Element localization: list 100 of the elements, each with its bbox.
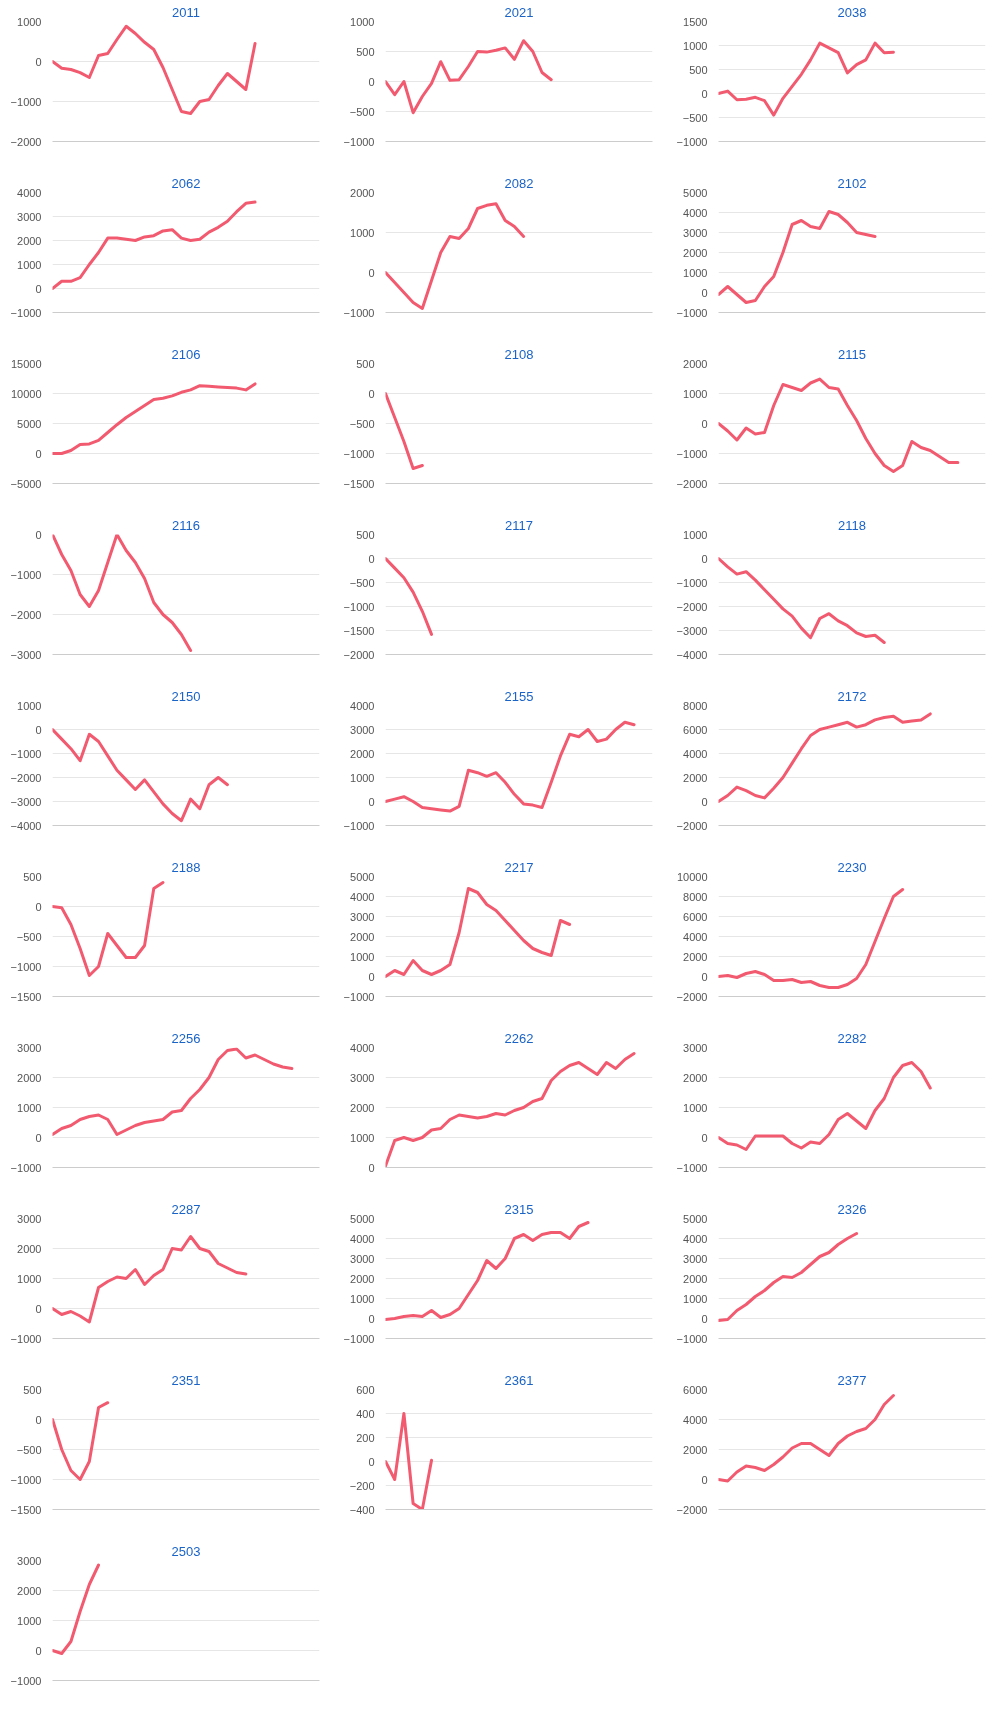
y-tick-label: 1000 xyxy=(683,39,708,52)
chart-title: 2118 xyxy=(838,517,866,533)
y-tick-label: −1000 xyxy=(343,306,375,319)
y-tick-label: −2000 xyxy=(10,135,42,148)
y-tick-label: 0 xyxy=(701,1131,708,1144)
line-series xyxy=(718,210,877,304)
line-series xyxy=(718,1232,859,1322)
y-tick-label: −500 xyxy=(16,1443,42,1456)
y-tick-label: 1000 xyxy=(350,1292,375,1305)
y-tick-label: 4000 xyxy=(683,206,708,219)
y-tick-label: 5000 xyxy=(683,186,708,199)
y-tick-label: −400 xyxy=(349,1503,375,1516)
y-tick-label: 4000 xyxy=(350,1232,375,1245)
chart-title: 2108 xyxy=(504,346,534,362)
line-series xyxy=(385,39,553,115)
chart-title: 2326 xyxy=(837,1201,867,1217)
y-tick-label: 5000 xyxy=(350,870,375,883)
line-series xyxy=(718,557,886,644)
y-tick-label: 2000 xyxy=(683,357,708,370)
y-tick-label: −1000 xyxy=(676,135,708,148)
y-tick-label: 500 xyxy=(689,63,708,76)
y-tick-label: 0 xyxy=(701,417,708,430)
y-tick-label: −4000 xyxy=(10,819,42,832)
y-tick-label: −2000 xyxy=(10,771,42,784)
y-tick-label: 2000 xyxy=(17,1071,42,1084)
y-tick-label: −1000 xyxy=(10,95,42,108)
y-tick-label: 4000 xyxy=(683,1413,708,1426)
y-tick-label: −1000 xyxy=(10,1161,42,1174)
y-tick-label: 3000 xyxy=(17,1212,42,1225)
y-tick-label: 4000 xyxy=(683,930,708,943)
y-tick-label: 0 xyxy=(35,55,42,68)
chart-title: 2082 xyxy=(504,175,534,191)
y-tick-label: −1000 xyxy=(343,1332,375,1345)
y-tick-label: −1000 xyxy=(10,747,42,760)
y-tick-label: 3000 xyxy=(17,210,42,223)
y-tick-label: 2000 xyxy=(350,747,375,760)
line-series xyxy=(718,1061,932,1151)
y-tick-label: 2000 xyxy=(683,246,708,259)
y-tick-label: 0 xyxy=(701,1473,708,1486)
y-tick-label: 0 xyxy=(701,970,708,983)
y-tick-label: −1000 xyxy=(676,1161,708,1174)
line-series xyxy=(52,534,193,652)
y-tick-label: 1000 xyxy=(17,15,42,28)
line-series xyxy=(52,1235,248,1324)
line-series xyxy=(52,1047,294,1136)
line-series xyxy=(52,1401,110,1481)
y-tick-label: 0 xyxy=(35,528,42,541)
y-tick-label: −4000 xyxy=(676,648,708,661)
y-tick-label: −1000 xyxy=(676,576,708,589)
y-tick-label: 3000 xyxy=(17,1041,42,1054)
y-tick-label: 4000 xyxy=(350,890,375,903)
y-tick-label: 0 xyxy=(701,552,708,565)
y-tick-label: 3000 xyxy=(350,1071,375,1084)
y-tick-label: 4000 xyxy=(350,699,375,712)
y-tick-label: 0 xyxy=(368,552,375,565)
chart-title: 2351 xyxy=(171,1372,201,1388)
y-tick-label: −3000 xyxy=(10,648,42,661)
y-tick-label: −500 xyxy=(349,576,375,589)
chart-title: 2172 xyxy=(837,688,867,704)
y-tick-label: 0 xyxy=(701,87,708,100)
y-tick-label: 2000 xyxy=(350,186,375,199)
y-tick-label: 2000 xyxy=(683,1071,708,1084)
chart-title: 2106 xyxy=(171,346,201,362)
y-tick-label: −200 xyxy=(349,1479,375,1492)
chart-title: 2116 xyxy=(172,517,200,533)
y-tick-label: −1000 xyxy=(676,306,708,319)
y-tick-label: 2000 xyxy=(683,1443,708,1456)
y-tick-label: 1000 xyxy=(17,258,42,271)
chart-title: 2155 xyxy=(504,688,534,704)
y-tick-label: 8000 xyxy=(683,699,708,712)
y-tick-label: 200 xyxy=(356,1431,375,1444)
line-series xyxy=(52,1563,101,1655)
chart-title: 2217 xyxy=(504,859,534,875)
y-tick-label: 3000 xyxy=(350,723,375,736)
line-series xyxy=(718,41,895,117)
y-tick-label: 1000 xyxy=(17,699,42,712)
y-tick-label: 1000 xyxy=(683,1101,708,1114)
y-tick-label: −500 xyxy=(349,105,375,118)
y-tick-label: 1000 xyxy=(350,226,375,239)
y-tick-label: 3000 xyxy=(683,1041,708,1054)
y-tick-label: −1500 xyxy=(10,1503,42,1516)
y-tick-label: −500 xyxy=(16,930,42,943)
y-tick-label: 0 xyxy=(701,286,708,299)
line-series xyxy=(385,1052,636,1168)
y-tick-label: 0 xyxy=(368,1312,375,1325)
y-tick-label: 500 xyxy=(356,45,375,58)
line-series xyxy=(52,881,165,977)
y-tick-label: −1000 xyxy=(343,990,375,1003)
y-tick-label: 2000 xyxy=(17,1584,42,1597)
y-tick-label: 0 xyxy=(368,75,375,88)
y-tick-label: 0 xyxy=(701,795,708,808)
y-tick-label: 1000 xyxy=(17,1101,42,1114)
y-tick-label: −2000 xyxy=(676,600,708,613)
y-tick-label: −2000 xyxy=(343,648,375,661)
y-tick-label: −1000 xyxy=(10,1332,42,1345)
y-tick-label: 0 xyxy=(35,447,42,460)
y-tick-label: −500 xyxy=(349,417,375,430)
y-tick-label: 1000 xyxy=(350,950,375,963)
y-tick-label: 0 xyxy=(368,266,375,279)
y-tick-label: 4000 xyxy=(17,186,42,199)
